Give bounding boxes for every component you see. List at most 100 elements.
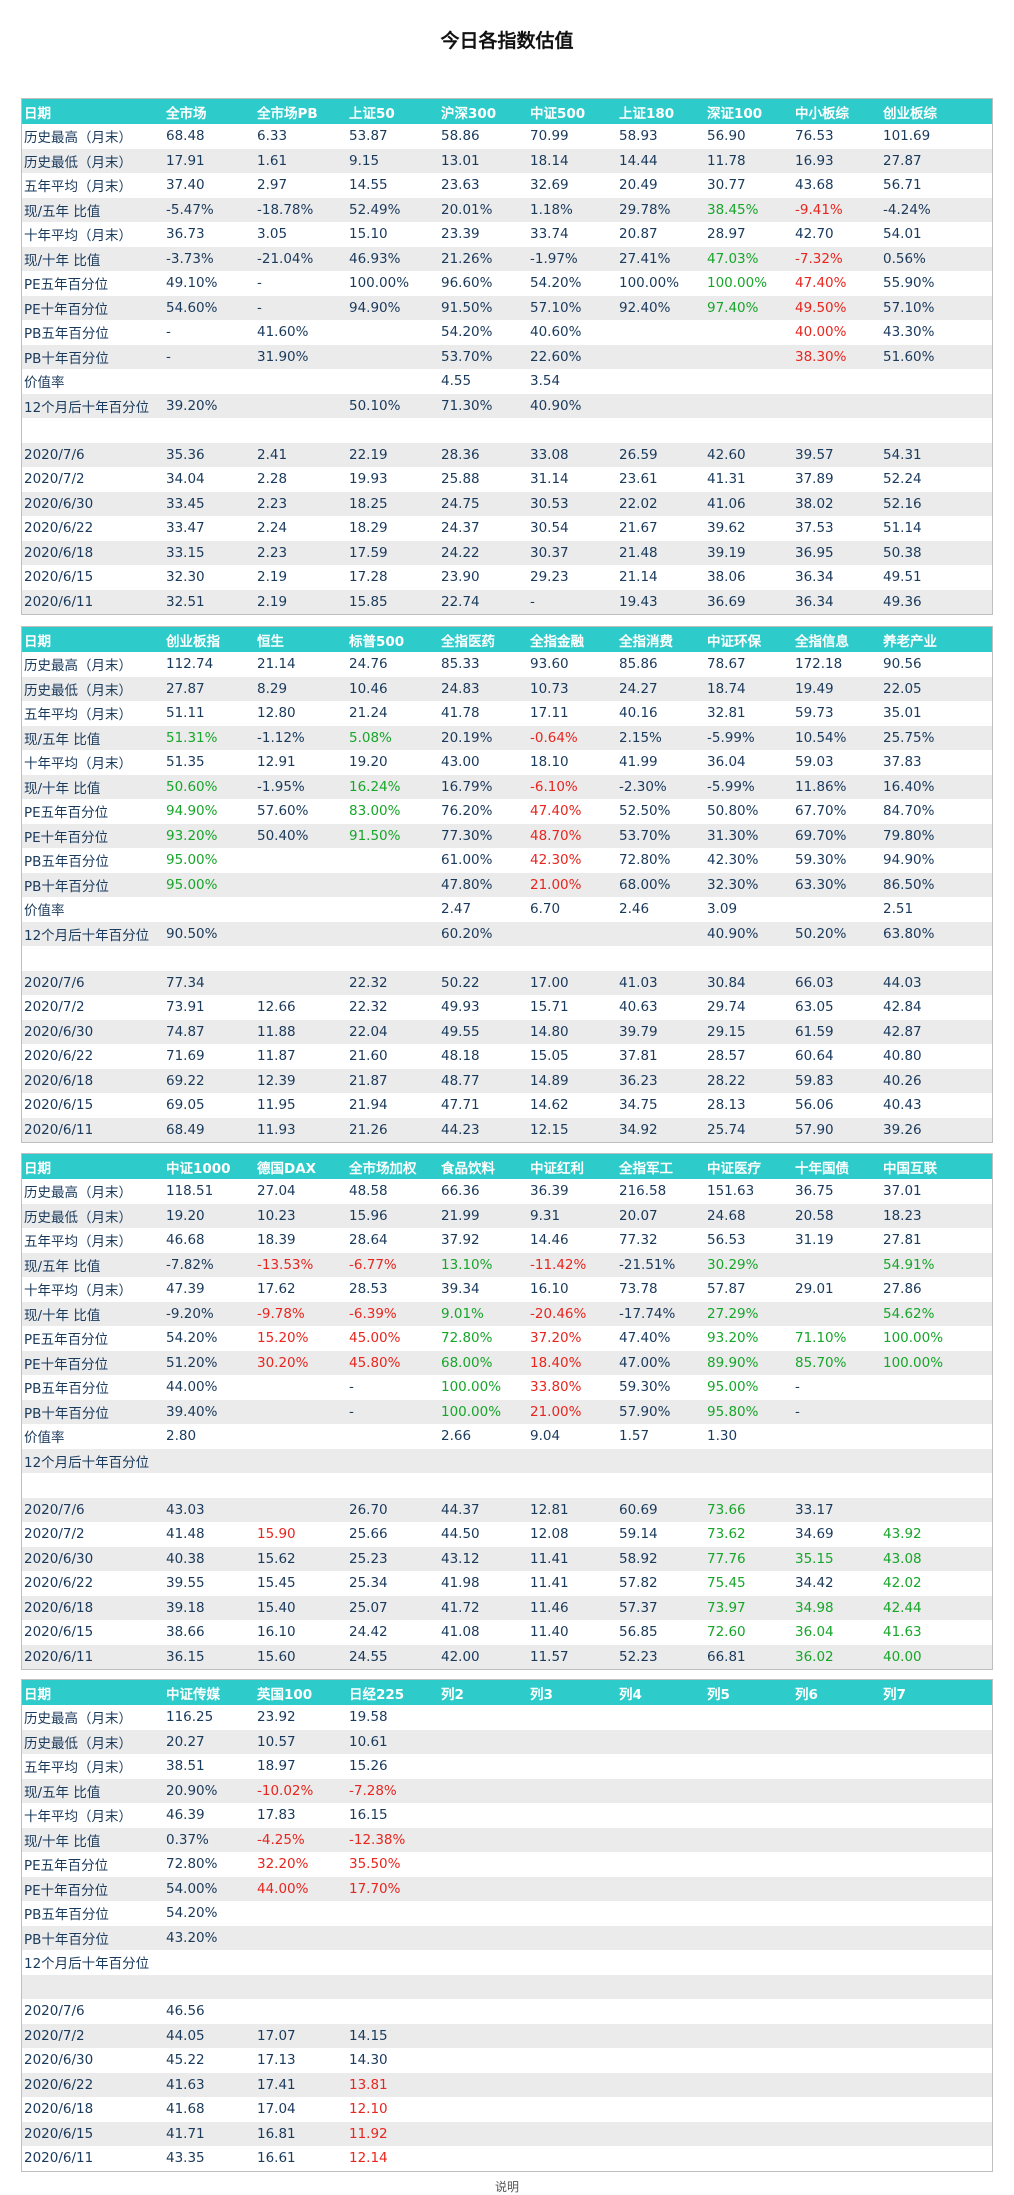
column-header: 中证红利 (530, 1160, 584, 1177)
table-cell: 17.04 (257, 2101, 296, 2118)
table-cell: 49.51 (883, 569, 922, 586)
table-cell: 18.14 (530, 152, 569, 169)
column-header: 创业板指 (166, 633, 220, 650)
table-cell: 11.78 (707, 152, 746, 169)
table-cell: 52.23 (619, 1648, 658, 1665)
table-cell: 25.66 (349, 1526, 388, 1543)
table-row: 现/十年 比值 0.37% -4.25% -12.38% (22, 1827, 992, 1852)
table-cell: 14.46 (530, 1232, 569, 1249)
table-cell: 32.30% (707, 876, 759, 893)
table-cell: 41.06 (707, 495, 746, 512)
table-cell: 6.33 (257, 128, 288, 145)
table-cell: - (349, 1403, 354, 1420)
row-label: PB十年百分位 (24, 878, 109, 895)
table-cell: 73.78 (619, 1281, 658, 1298)
table-cell: 30.37 (530, 544, 569, 561)
table-row: 2020/7/2 41.48 15.90 25.66 44.50 12.08 59.14 73… (22, 1522, 992, 1547)
table-cell: 37.20% (530, 1330, 582, 1347)
table-cell: 66.03 (795, 974, 834, 991)
table-cell: 48.77 (441, 1072, 480, 1089)
table-cell: 44.03 (883, 974, 922, 991)
table-cell: 40.80 (883, 1048, 922, 1065)
table-cell: -18.78% (257, 201, 314, 218)
table-cell: 42.70 (795, 226, 834, 243)
table-cell: 9.04 (530, 1428, 561, 1445)
table-row: PE五年百分位 72.80% 32.20% 35.50% (22, 1852, 992, 1877)
table-cell: 57.10% (530, 299, 582, 316)
row-label: 价值率 (24, 1430, 65, 1447)
table-cell: 54.00% (166, 1880, 218, 1897)
table-cell: 15.45 (257, 1575, 296, 1592)
table-cell: 55.90% (883, 275, 935, 292)
table-row: 现/五年 比值 -5.47% -18.78% 52.49% 20.01% 1.18% 29.… (22, 197, 992, 222)
column-header: 德国DAX (257, 1160, 317, 1177)
table-cell: 29.78% (619, 201, 671, 218)
table-cell: 33.47 (166, 520, 205, 537)
row-label: PE五年百分位 (24, 1858, 109, 1875)
table-cell: 11.88 (257, 1023, 296, 1040)
row-label: 12个月后十年百分位 (24, 1454, 150, 1471)
table-cell: 51.35 (166, 754, 205, 771)
page-title: 今日各指数估值 (440, 30, 574, 52)
table-cell: 21.87 (349, 1072, 388, 1089)
table-cell: 57.90 (795, 1121, 834, 1138)
table-cell: 41.72 (441, 1599, 480, 1616)
table-cell: 2.23 (257, 544, 288, 561)
table-cell: 21.00% (530, 876, 582, 893)
table-cell: -6.39% (349, 1305, 397, 1322)
table-cell: 24.75 (441, 495, 480, 512)
table-header-row: 日期 全市场 全市场PB 上证50 沪深300 中证500 上证180 深证100 中小板综 创业… (22, 99, 992, 124)
table-cell: 1.57 (619, 1428, 650, 1445)
table-row: 价值率 4.55 3.54 (22, 369, 992, 394)
table-cell: 28.97 (707, 226, 746, 243)
table-cell: 44.37 (441, 1501, 480, 1518)
table-cell: 15.60 (257, 1648, 296, 1665)
table-cell: 42.02 (883, 1575, 922, 1592)
table-cell: 13.81 (349, 2076, 388, 2093)
table-cell: 29.15 (707, 1023, 746, 1040)
table-cell: 50.10% (349, 397, 401, 414)
table-cell: 84.70% (883, 803, 935, 820)
table-cell: 14.55 (349, 177, 388, 194)
table-cell: 30.53 (530, 495, 569, 512)
table-cell: 97.40% (707, 299, 759, 316)
table-cell: 9.31 (530, 1207, 561, 1224)
table-cell: 20.87 (619, 226, 658, 243)
table-cell: 2.23 (257, 495, 288, 512)
column-header: 日经225 (349, 1686, 405, 1703)
table-cell: 22.05 (883, 680, 922, 697)
row-label: 2020/7/6 (24, 2003, 85, 2020)
valuation-table-4: 日期 中证传媒 英国100 日经225 列2 列3 列4 列5 列6 列7 历史最高（月末） 116.… (21, 1679, 993, 2172)
table-cell: 11.87 (257, 1048, 296, 1065)
table-cell: 118.51 (166, 1183, 214, 1200)
table-row: 现/五年 比值 51.31% -1.12% 5.08% 20.19% -0.64% 2.15… (22, 725, 992, 750)
table-cell: 22.02 (619, 495, 658, 512)
table-row: 2020/6/30 74.87 11.88 22.04 49.55 14.80 39.79 2… (22, 1019, 992, 1044)
table-row: 12个月后十年百分位 (22, 1950, 992, 1975)
table-row: PB五年百分位 54.20% (22, 1901, 992, 1926)
table-cell: 0.56% (883, 250, 926, 267)
table-cell: 68.49 (166, 1121, 205, 1138)
table-cell: 18.40% (530, 1354, 582, 1371)
row-label: 2020/6/30 (24, 1023, 94, 1040)
column-header: 上证180 (619, 105, 675, 122)
table-row: 五年平均（月末） 37.40 2.97 14.55 23.63 32.69 20.49 30.… (22, 173, 992, 198)
table-row: 2020/6/11 68.49 11.93 21.26 44.23 12.15 34.92 2… (22, 1117, 992, 1142)
table-cell: 20.07 (619, 1207, 658, 1224)
table-row: 12个月后十年百分位 (22, 1448, 992, 1473)
table-cell: 39.40% (166, 1403, 218, 1420)
table-cell: 17.41 (257, 2076, 296, 2093)
table-cell: 71.10% (795, 1330, 847, 1347)
table-cell: 19.49 (795, 680, 834, 697)
table-cell: 43.03 (166, 1501, 205, 1518)
table-cell: 12.10 (349, 2101, 388, 2118)
table-cell: 3.09 (707, 901, 738, 918)
table-cell: 90.56 (883, 656, 922, 673)
table-cell: 48.18 (441, 1048, 480, 1065)
row-label: PE十年百分位 (24, 301, 109, 318)
row-label: 现/五年 比值 (24, 731, 101, 748)
table-row: 2020/6/15 41.71 16.81 11.92 (22, 2121, 992, 2146)
table-row: 历史最低（月末） 27.87 8.29 10.46 24.83 10.73 24.27 18.… (22, 676, 992, 701)
table-row: PE五年百分位 54.20% 15.20% 45.00% 72.80% 37.20% 47.… (22, 1326, 992, 1351)
table-cell: 11.86% (795, 778, 847, 795)
